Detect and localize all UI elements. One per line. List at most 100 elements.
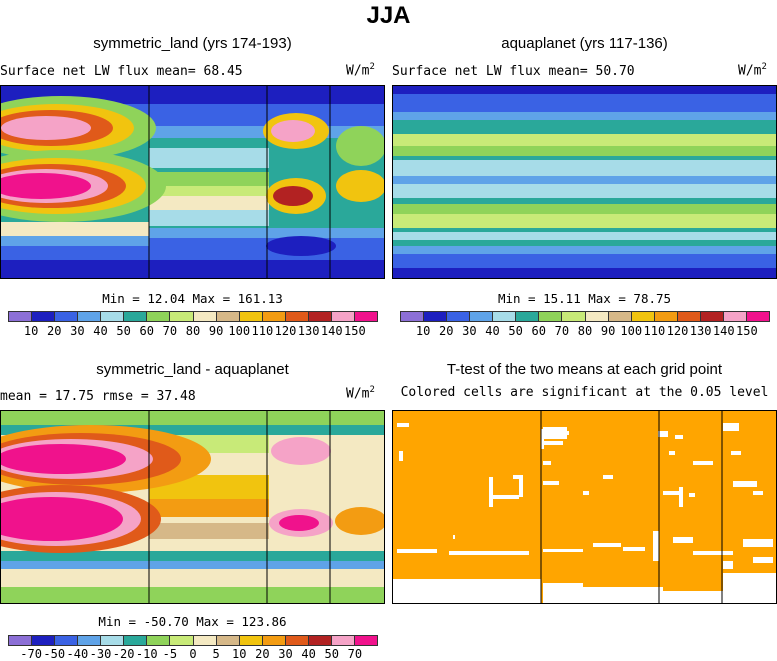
sym-title: symmetric_land (yrs 174-193) [93,35,292,52]
colorbar-swatch [331,636,355,645]
diff-blob [271,437,331,465]
aqua-band [393,232,776,240]
colorbar-tick-label: 110 [251,324,274,338]
colorbar-tick-label: 70 [347,647,363,661]
colorbar-tick-label: 5 [212,647,220,661]
colorbar-swatch [78,312,102,321]
colorbar-tick-label: 70 [162,324,178,338]
diff-band [1,587,384,603]
colorbar-swatch [585,312,609,321]
colorbar-swatch [308,312,332,321]
colorbar-tick-label: 150 [344,324,366,338]
figure-title: JJA [366,2,411,29]
colorbar-tick-label: 30 [278,647,293,661]
ttest-nonsignificant-cells [393,423,776,603]
colorbar-swatch [9,312,33,321]
colorbar-tick-label: 40 [485,324,500,338]
colorbar-swatch [723,312,747,321]
aqua-stats: Min = 15.11 Max = 78.75 [497,291,672,306]
colorbar-swatch [447,312,471,321]
colorbar-tick-label: 70 [554,324,570,338]
sym-band [149,172,269,186]
sym-band [1,260,384,278]
aqua-band [393,86,776,94]
sym-blob [1,116,91,140]
colorbar-swatch [470,312,494,321]
colorbar-swatch [285,312,309,321]
aqua-title: aquaplanet (yrs 117-136) [501,35,668,52]
colorbar-swatch [285,636,309,645]
colorbar-tick-label: 140 [712,324,735,338]
diff-map [0,410,385,604]
sym-colorbar [8,311,378,322]
aqua-band [393,134,776,146]
colorbar-tick-label: 40 [93,324,108,338]
sym-blob [336,170,384,202]
diff-subtitle: mean = 17.75 rmse = 37.48 [0,389,196,404]
colorbar-tick-label: 30 [462,324,477,338]
colorbar-swatch [101,636,125,645]
colorbar-tick-label: 90 [208,324,224,338]
colorbar-swatch [216,312,240,321]
colorbar-swatch [746,312,769,321]
diff-blob [335,507,384,535]
colorbar-swatch [193,312,217,321]
colorbar-swatch [193,636,217,645]
diff-contour-plot [1,411,384,603]
diff-band [1,561,384,569]
colorbar-swatch [331,312,355,321]
colorbar-swatch [78,636,102,645]
colorbar-swatch [424,312,448,321]
aqua-subtitle: Surface net LW flux mean= 50.70 [392,64,635,79]
diff-band [1,411,384,425]
colorbar-swatch [700,312,724,321]
aqua-band [393,160,776,176]
colorbar-tick-label: 0 [189,647,197,661]
diff-colorbar [8,635,378,646]
colorbar-tick-label: 10 [23,324,39,338]
colorbar-swatch [124,636,148,645]
colorbar-swatch [354,636,377,645]
colorbar-tick-label: -10 [135,647,158,661]
colorbar-tick-label: 80 [185,324,201,338]
colorbar-tick-label: 20 [47,324,62,338]
sym-band [1,236,149,246]
colorbar-swatch [539,312,563,321]
colorbar-swatch [516,312,540,321]
colorbar-swatch [493,312,517,321]
colorbar-tick-label: 10 [232,647,247,661]
colorbar-tick-label: 90 [600,324,616,338]
colorbar-swatch [239,636,263,645]
colorbar-swatch [608,312,632,321]
colorbar-tick-label: -20 [112,647,135,661]
colorbar-swatch [55,636,79,645]
sym-band [149,186,269,196]
diff-band [1,425,384,435]
colorbar-swatch [239,312,263,321]
colorbar-tick-label: -70 [20,647,42,661]
aqua-colorbar-ticks: 10 20 30 40 50 60 70 80 90 100 110 120 130 140 150 [400,324,770,338]
sym-blob [273,186,313,206]
colorbar-tick-label: 140 [320,324,343,338]
colorbar-swatch [9,636,33,645]
ttest-significance-plot [393,411,776,603]
colorbar-tick-label: 80 [577,324,593,338]
diff-band [149,523,269,539]
colorbar-tick-label: 100 [620,324,643,338]
sym-stats: Min = 12.04 Max = 161.13 [102,291,283,306]
sym-band [149,196,269,210]
colorbar-swatch [262,636,286,645]
colorbar-tick-label: 60 [531,324,546,338]
colorbar-swatch [32,312,56,321]
diff-title: symmetric_land - aquaplanet [96,361,289,378]
diff-blob [1,497,123,541]
colorbar-tick-label: -5 [162,647,178,661]
sym-band [1,222,149,240]
sym-band [149,148,269,168]
aqua-units: W/m2 [738,62,767,79]
sym-blob [266,236,336,256]
ttest-map [392,410,777,604]
colorbar-swatch [147,312,171,321]
diff-stats: Min = -50.70 Max = 123.86 [98,614,287,629]
colorbar-tick-label: 20 [255,647,270,661]
